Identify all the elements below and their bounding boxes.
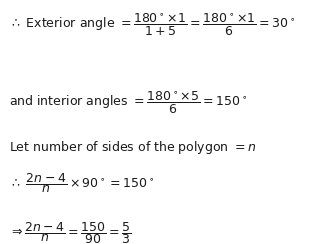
Text: Let number of sides of the polygon $= n$: Let number of sides of the polygon $= n$	[9, 139, 256, 156]
Text: $\therefore$ Exterior angle $= \dfrac{180^\circ\!\times\!1}{1+5} = \dfrac{180^\c: $\therefore$ Exterior angle $= \dfrac{18…	[9, 12, 296, 38]
Text: and interior angles $= \dfrac{180^\circ\!\times\!5}{6} = 150^\circ$: and interior angles $= \dfrac{180^\circ\…	[9, 90, 248, 116]
Text: $\therefore\ \dfrac{2n-4}{n} \times 90^\circ = 150^\circ$: $\therefore\ \dfrac{2n-4}{n} \times 90^\…	[9, 171, 154, 195]
Text: $\Rightarrow \dfrac{2n-4}{n} = \dfrac{150}{90} = \dfrac{5}{3}$: $\Rightarrow \dfrac{2n-4}{n} = \dfrac{15…	[9, 220, 131, 244]
